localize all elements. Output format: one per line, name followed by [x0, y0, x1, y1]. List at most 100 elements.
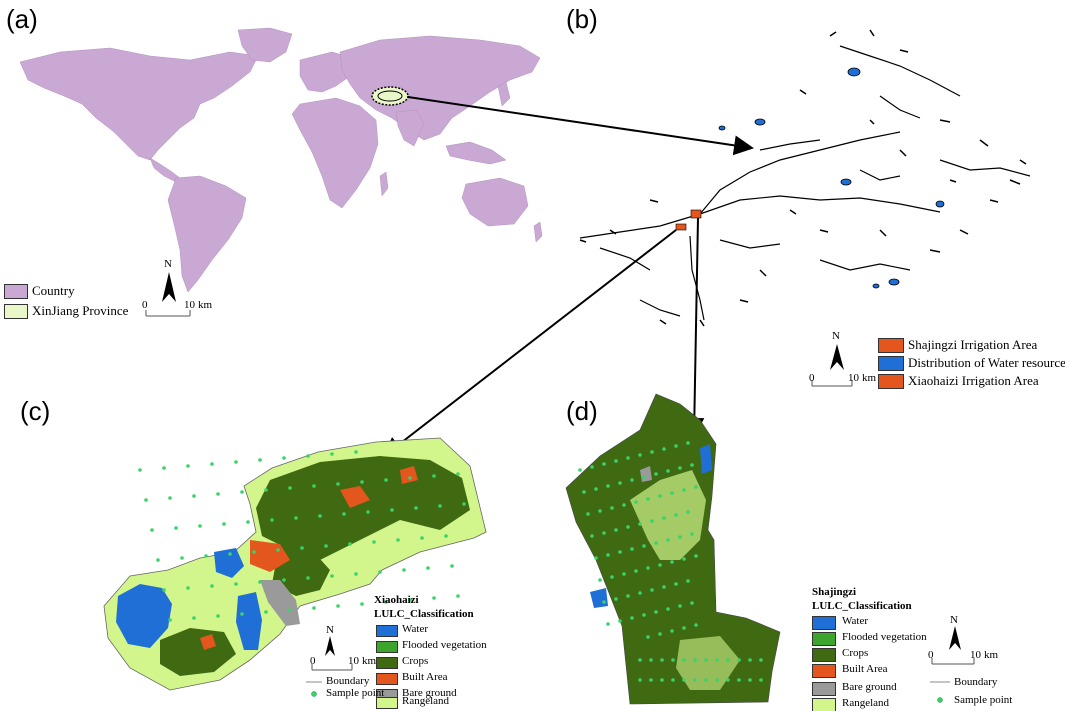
sample-point — [694, 554, 698, 558]
sample-point — [682, 488, 686, 492]
new-zealand — [533, 221, 543, 243]
sample-point — [598, 578, 602, 582]
legend-title-c-2: LULC_Classification — [374, 608, 474, 620]
xinjiang-highlight — [371, 86, 409, 106]
sample-point — [306, 454, 310, 458]
sample-point — [674, 582, 678, 586]
sample-point — [342, 512, 346, 516]
sample-point — [162, 466, 166, 470]
sample-point — [618, 481, 622, 485]
sample-point — [737, 678, 741, 682]
sample-point — [450, 564, 454, 568]
sample-point — [324, 544, 328, 548]
north-label: N — [950, 614, 958, 626]
sample-point — [606, 553, 610, 557]
sample-point — [704, 678, 708, 682]
sample-point — [288, 608, 292, 612]
scale-end: 10 — [848, 372, 859, 384]
sample-point — [204, 554, 208, 558]
sample-point — [300, 546, 304, 550]
legend-label-flooded: Flooded vegetation — [842, 631, 927, 643]
sample-point — [210, 462, 214, 466]
australia — [461, 177, 529, 227]
sample-point — [654, 472, 658, 476]
shajingzi-map — [565, 393, 781, 705]
legend-label-water: Water — [402, 623, 428, 635]
boundary-label: Boundary — [954, 676, 998, 688]
sample-point — [626, 525, 630, 529]
central-america — [149, 157, 181, 183]
sample-point — [638, 678, 642, 682]
sample-point — [715, 678, 719, 682]
sample-point — [602, 531, 606, 535]
panel-label-d: (d) — [566, 396, 598, 426]
sample-point — [670, 560, 674, 564]
sample-point — [312, 606, 316, 610]
sample-point — [626, 594, 630, 598]
sample-point — [144, 498, 148, 502]
sample-point — [682, 626, 686, 630]
scale-start: 0 — [928, 649, 934, 661]
sample-point — [216, 614, 220, 618]
sample-point — [432, 596, 436, 600]
sample-point — [234, 460, 238, 464]
sample-point — [662, 585, 666, 589]
sample-point — [666, 607, 670, 611]
sample-point — [234, 582, 238, 586]
sample-point — [294, 516, 298, 520]
southeast-asia — [445, 141, 507, 165]
sample-point — [678, 466, 682, 470]
sample-point — [686, 579, 690, 583]
sample-point — [678, 604, 682, 608]
sample-point — [634, 500, 638, 504]
sample-point — [704, 658, 708, 662]
sample-point — [658, 632, 662, 636]
sample-point — [748, 678, 752, 682]
sample-point — [456, 594, 460, 598]
sample-point — [666, 469, 670, 473]
legend-label-bare: Bare ground — [402, 687, 457, 699]
sample-point — [649, 658, 653, 662]
scale-end: 10 — [970, 649, 981, 661]
north-label: N — [326, 624, 334, 636]
sample-point — [150, 528, 154, 532]
sample-point — [168, 618, 172, 622]
sample-point — [444, 534, 448, 538]
sample-point — [270, 518, 274, 522]
sample-point — [192, 616, 196, 620]
sample-point — [198, 524, 202, 528]
sample-point — [606, 484, 610, 488]
sample-point — [438, 504, 442, 508]
sample-point — [690, 532, 694, 536]
sample-point — [682, 557, 686, 561]
sample-point — [222, 522, 226, 526]
xinjiang-rivers — [579, 45, 1031, 321]
sample-point — [252, 550, 256, 554]
sample-points — [138, 441, 763, 682]
sample-point — [594, 487, 598, 491]
sample-point — [638, 522, 642, 526]
sample-point — [630, 478, 634, 482]
sample-point — [630, 616, 634, 620]
sample-point — [666, 538, 670, 542]
legend-label-built: Built Area — [402, 671, 448, 683]
sample-point — [674, 444, 678, 448]
scale-unit: km — [362, 655, 377, 667]
sample-point — [638, 453, 642, 457]
north-label: N — [832, 330, 840, 342]
sample-point — [246, 520, 250, 524]
sample-point — [737, 658, 741, 662]
sample-point — [658, 494, 662, 498]
legend-swatch-country — [4, 284, 28, 299]
sample-point — [582, 490, 586, 494]
legend-swatch-crops — [812, 648, 836, 662]
legend-title-d-1: Shajingzi — [812, 586, 857, 598]
sample-point — [384, 600, 388, 604]
north-label: N — [164, 258, 172, 270]
sample-point — [660, 658, 664, 662]
sample-point — [210, 584, 214, 588]
sample-point — [426, 566, 430, 570]
sample-point — [354, 572, 358, 576]
sample-point — [670, 629, 674, 633]
